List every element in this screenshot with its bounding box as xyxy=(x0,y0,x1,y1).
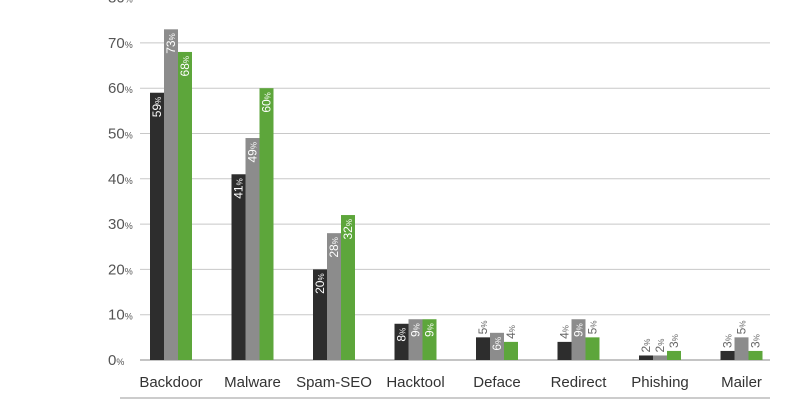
bar xyxy=(327,233,341,360)
bar xyxy=(557,341,572,360)
y-tick-label: 80% xyxy=(108,0,133,7)
bar xyxy=(313,269,327,360)
bar-value-label: 28% xyxy=(327,237,341,257)
bar-value-label: 60% xyxy=(260,92,274,112)
category-label: Backdoor xyxy=(139,374,202,391)
bar xyxy=(653,355,667,360)
bar-value-label: 59% xyxy=(150,97,164,117)
bar xyxy=(341,215,355,360)
y-tick-label: 30% xyxy=(108,216,133,233)
y-tick-label: 70% xyxy=(108,35,133,52)
bar-value-label: 5% xyxy=(476,321,490,335)
bar-value-label: 41% xyxy=(232,178,246,198)
category-label: Mailer xyxy=(721,374,762,391)
bar-value-label: 9% xyxy=(423,323,437,337)
bar-value-label: 5% xyxy=(735,321,749,335)
bar-value-label: 49% xyxy=(246,142,260,162)
bars xyxy=(150,29,763,361)
bar-value-label: 8% xyxy=(395,328,409,342)
y-axis: 0% 10% 20% 30% 40% 50% 60% 70% 80% xyxy=(108,0,133,369)
category-label: Redirect xyxy=(551,374,608,391)
bar xyxy=(504,341,518,360)
y-tick-label: 0% xyxy=(108,352,124,369)
bar xyxy=(245,138,260,360)
bar-value-label: 3% xyxy=(749,334,763,348)
bar xyxy=(667,350,681,360)
bar xyxy=(164,29,178,361)
bar-value-label: 2% xyxy=(639,339,653,353)
bar-value-label: 5% xyxy=(586,321,600,335)
category-label: Deface xyxy=(473,374,521,391)
bar xyxy=(585,337,600,360)
y-tick-label: 20% xyxy=(108,261,133,278)
bar xyxy=(720,350,735,360)
y-tick-label: 50% xyxy=(108,126,133,143)
bar-value-label: 4% xyxy=(558,325,572,339)
y-tick-label: 10% xyxy=(108,307,133,324)
y-tick-label: 60% xyxy=(108,80,133,97)
bar xyxy=(571,319,586,360)
bar xyxy=(476,337,490,360)
bar xyxy=(178,51,192,361)
bar-value-label: 32% xyxy=(341,219,355,239)
bar xyxy=(408,319,423,360)
bar xyxy=(150,92,164,360)
category-label: Hacktool xyxy=(386,374,444,391)
bar-value-label: 6% xyxy=(490,337,504,351)
category-label: Spam-SEO xyxy=(296,374,372,391)
bar xyxy=(748,350,763,360)
bar-value-label: 68% xyxy=(178,56,192,76)
y-tick-label: 40% xyxy=(108,171,133,188)
bar xyxy=(422,319,437,360)
bar-value-label: 73% xyxy=(164,33,178,53)
bar xyxy=(734,337,749,360)
bar-value-label: 9% xyxy=(409,323,423,337)
bar-value-label: 9% xyxy=(572,323,586,337)
category-label: Malware xyxy=(224,374,281,391)
bar-value-label: 20% xyxy=(313,273,327,293)
bar-value-label: 4% xyxy=(504,325,518,339)
x-axis: Backdoor Malware Spam-SEO Hacktool Deface Red… xyxy=(139,374,762,391)
bar-value-label: 3% xyxy=(667,334,681,348)
bar-labels: 59%73%68%41%49%60%20%28%32%8% 9%9%5%6%4%4… xyxy=(150,33,763,352)
bar xyxy=(394,323,409,360)
bar-value-label: 3% xyxy=(721,334,735,348)
bar xyxy=(231,174,246,360)
bar xyxy=(259,88,274,360)
bar xyxy=(490,332,504,360)
category-label: Phishing xyxy=(631,374,689,391)
bar-value-label: 2% xyxy=(653,339,667,353)
bar xyxy=(639,355,653,360)
